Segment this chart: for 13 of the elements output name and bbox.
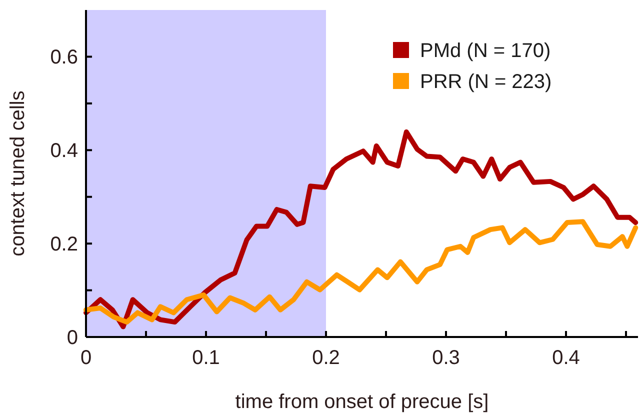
legend-label: PMd (N = 170) (420, 40, 551, 62)
legend-label: PRR (N = 223) (420, 71, 552, 93)
x-tick-label: 0.2 (312, 347, 340, 369)
x-tick-label: 0 (80, 347, 92, 369)
y-tick-label: 0.6 (50, 46, 78, 69)
x-tick-label: 0.1 (192, 347, 220, 369)
y-axis-title: context tuned cells (7, 90, 29, 256)
y-tick-label: 0.2 (50, 234, 78, 256)
y-tick-label: 0.4 (50, 140, 78, 162)
x-tick-label: 0.4 (552, 347, 580, 369)
x-tick-label: 0.3 (432, 347, 460, 369)
x-axis-title: time from onset of precue [s] (235, 391, 489, 413)
y-tick-label: 0 (66, 327, 78, 349)
